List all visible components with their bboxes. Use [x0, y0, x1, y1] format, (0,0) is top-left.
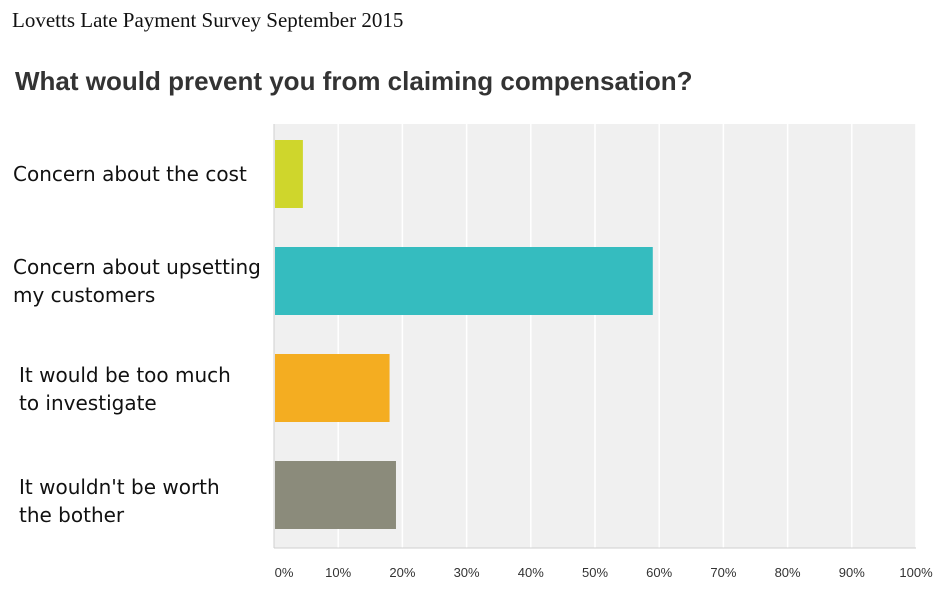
- x-tick-label: 70%: [710, 565, 736, 580]
- category-label-line: Concern about the cost: [13, 162, 247, 186]
- category-label: Concern about the cost: [13, 160, 247, 188]
- category-label: It would be too much to investigate: [19, 361, 231, 417]
- category-label-line: to investigate: [19, 391, 157, 415]
- x-tick-label: 0%: [275, 565, 294, 580]
- category-label: Concern about upsetting my customers: [13, 253, 261, 309]
- category-label-line: It would be too much: [19, 363, 231, 387]
- x-tick-label: 30%: [454, 565, 480, 580]
- category-label: It wouldn't be worth the bother: [19, 473, 220, 529]
- bar: [275, 461, 396, 529]
- survey-title: Lovetts Late Payment Survey September 20…: [12, 8, 404, 32]
- x-tick-label: 40%: [518, 565, 544, 580]
- x-tick-label: 100%: [899, 565, 933, 580]
- category-label-line: the bother: [19, 503, 125, 527]
- chart-title: What would prevent you from claiming com…: [15, 66, 693, 96]
- bar: [275, 354, 390, 422]
- bar: [275, 140, 303, 208]
- category-label-line: my customers: [13, 283, 156, 307]
- category-label-line: Concern about upsetting: [13, 255, 261, 279]
- x-tick-label: 20%: [389, 565, 415, 580]
- x-tick-label: 80%: [775, 565, 801, 580]
- x-tick-label: 60%: [646, 565, 672, 580]
- category-label-line: It wouldn't be worth: [19, 475, 220, 499]
- x-tick-label: 90%: [839, 565, 865, 580]
- x-tick-label: 50%: [582, 565, 608, 580]
- x-tick-label: 10%: [325, 565, 351, 580]
- bar: [275, 247, 653, 315]
